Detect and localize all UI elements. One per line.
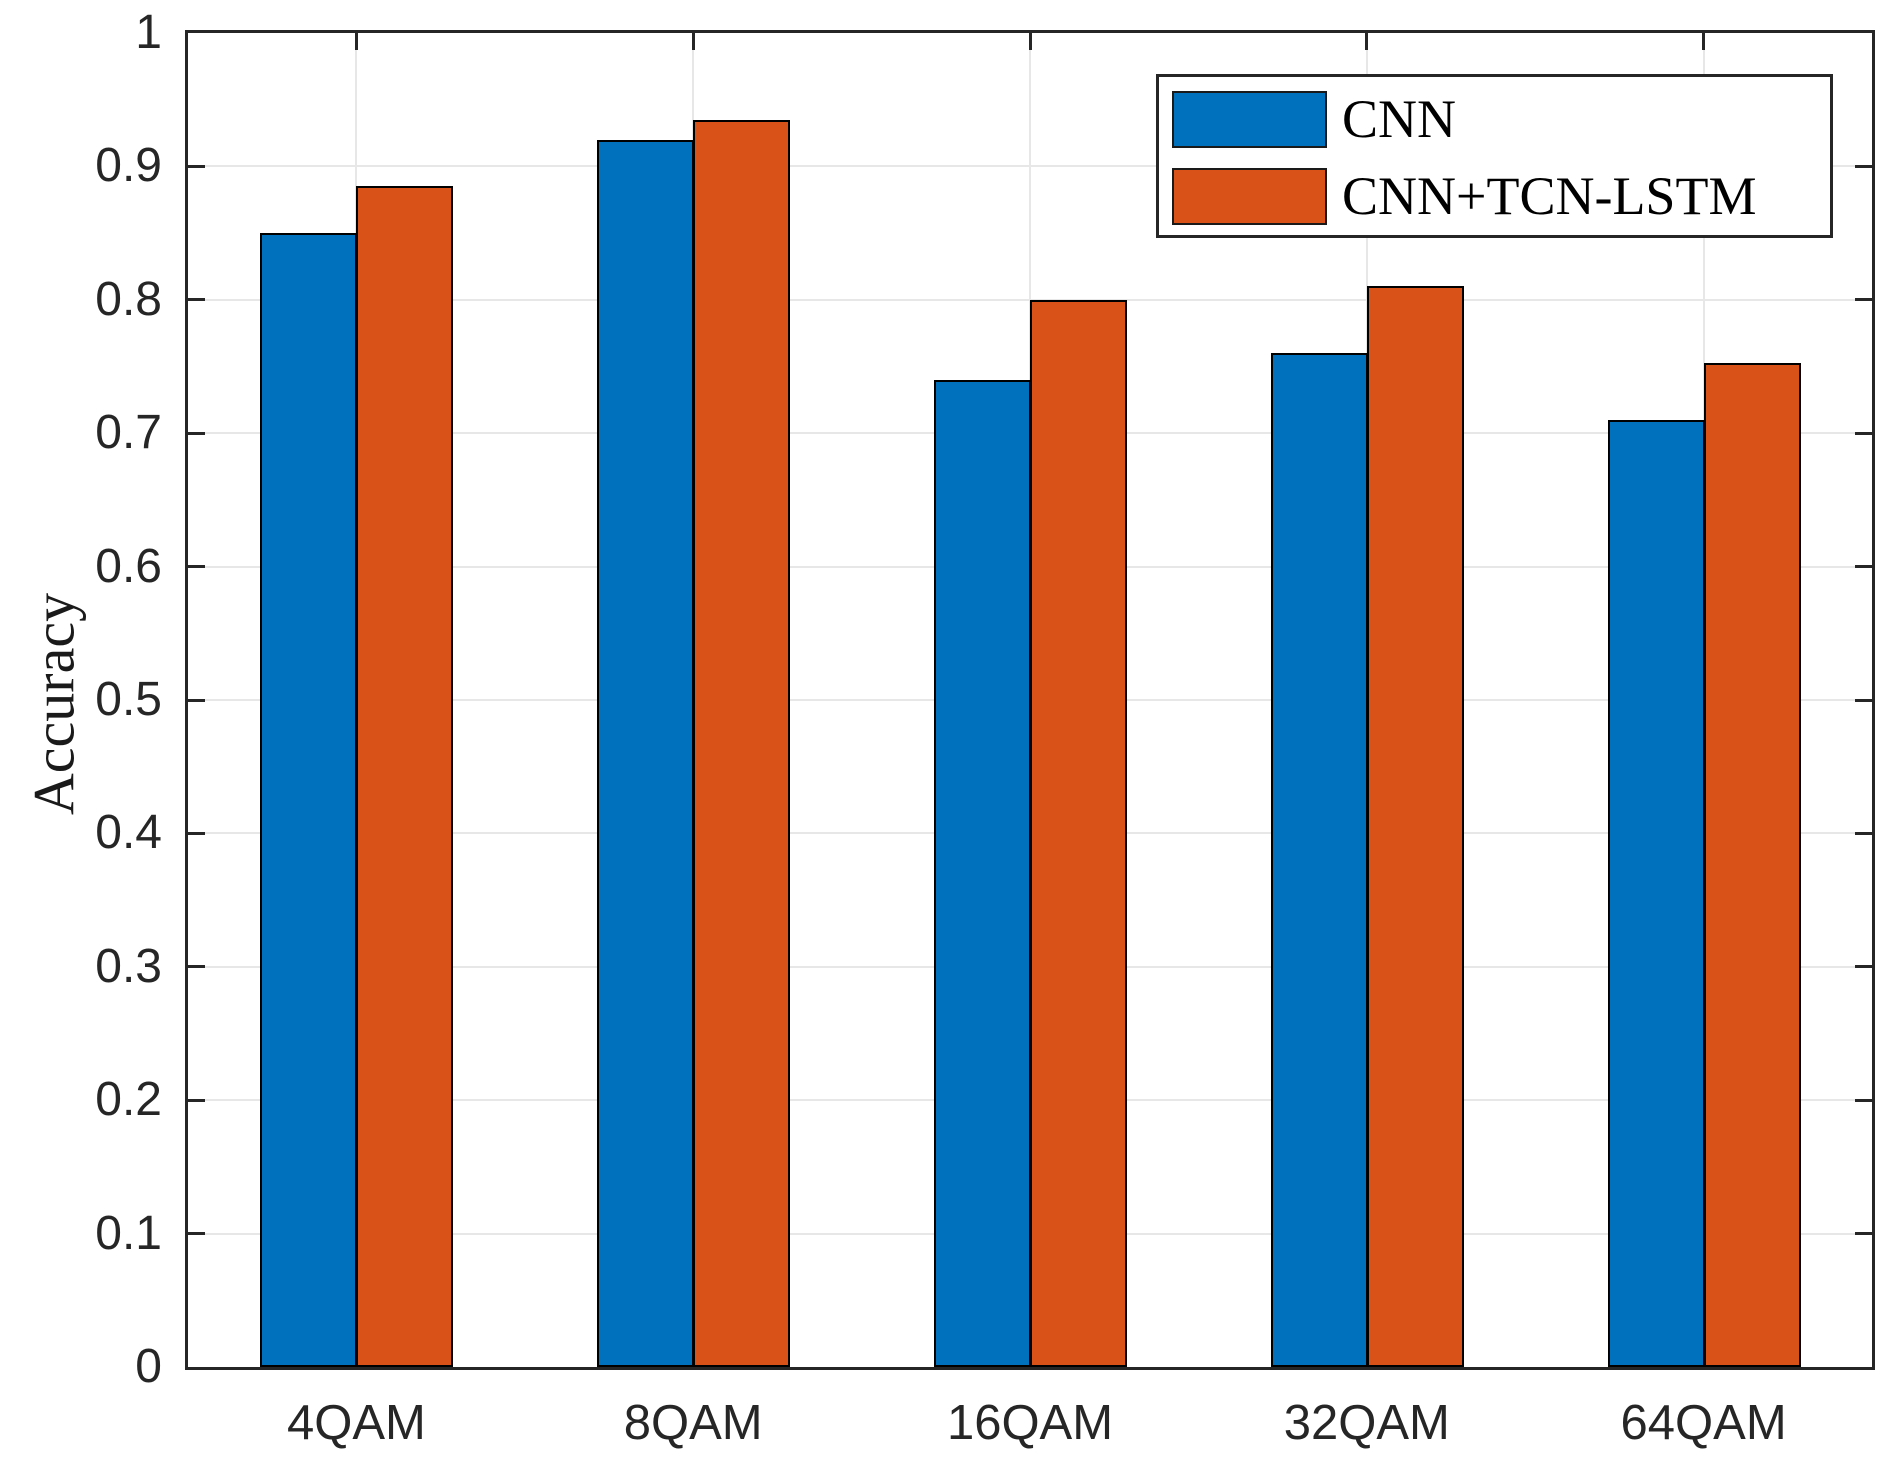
y-tick-label: 0.3 (95, 939, 162, 993)
bar-cnn-tcn-lstm-16qam (1030, 299, 1127, 1367)
y-tick-label: 0.5 (95, 673, 162, 726)
bar-cnn-8qam (597, 139, 695, 1367)
bar-cnn-tcn-lstm-4qam (356, 186, 454, 1367)
y-tick-left (188, 831, 205, 835)
legend-swatch-cnn (1172, 91, 1327, 148)
x-tick-label-8qam: 8QAM (623, 1396, 763, 1450)
y-tick-left (188, 298, 205, 302)
y-tick-label: 0.4 (95, 806, 162, 860)
y-tick-left (188, 1098, 205, 1102)
y-tick-right (1855, 1232, 1872, 1236)
legend-swatch-cnn-tcn-lstm (1172, 168, 1327, 225)
y-tick-label: 1 (135, 6, 162, 59)
legend: CNN CNN+TCN-LSTM (1156, 74, 1833, 238)
bar-cnn-tcn-lstm-64qam (1703, 362, 1801, 1367)
y-tick-label: 0.8 (95, 272, 162, 326)
x-tick-top (691, 33, 695, 50)
y-tick-right (1855, 164, 1872, 168)
bar-cnn-tcn-lstm-8qam (693, 119, 791, 1367)
y-tick-label: 0.1 (95, 1206, 162, 1260)
x-tick-label-16qam: 16QAM (946, 1396, 1114, 1450)
y-tick-label: 0.6 (95, 539, 162, 593)
y-tick-left (188, 431, 205, 435)
bar-cnn-4qam (260, 233, 358, 1367)
y-tick-left (188, 565, 205, 569)
y-tick-label: 0.7 (95, 406, 162, 460)
y-tick-right (1855, 1098, 1872, 1102)
x-tick-label-4qam: 4QAM (286, 1396, 426, 1450)
x-tick-label-32qam: 32QAM (1283, 1396, 1450, 1450)
y-tick-label: 0.9 (95, 139, 162, 193)
y-tick-label: 0.2 (95, 1073, 162, 1127)
plot-area: CNN CNN+TCN-LSTM (185, 30, 1875, 1370)
y-tick-right (1855, 965, 1872, 969)
x-tick-top (1365, 33, 1369, 50)
legend-label-cnn: CNN (1342, 89, 1457, 149)
y-tick-right (1855, 831, 1872, 835)
legend-label-cnn-tcn-lstm: CNN+TCN-LSTM (1342, 166, 1757, 226)
y-tick-right (1855, 298, 1872, 302)
x-tick-top (1702, 33, 1706, 50)
y-tick-left (188, 164, 205, 168)
bar-cnn-16qam (934, 379, 1031, 1367)
y-tick-label: 0 (135, 1340, 162, 1393)
bar-cnn-64qam (1607, 419, 1705, 1367)
bar-cnn-32qam (1270, 353, 1368, 1367)
x-tick-top (354, 33, 358, 50)
y-tick-right (1855, 565, 1872, 569)
y-tick-left (188, 1232, 205, 1236)
x-tick-top (1028, 33, 1032, 50)
y-tick-right (1855, 698, 1872, 702)
y-tick-left (188, 698, 205, 702)
y-tick-left (188, 965, 205, 969)
y-tick-right (1855, 431, 1872, 435)
x-tick-label-64qam: 64QAM (1620, 1396, 1787, 1450)
bar-cnn-tcn-lstm-32qam (1366, 286, 1464, 1367)
